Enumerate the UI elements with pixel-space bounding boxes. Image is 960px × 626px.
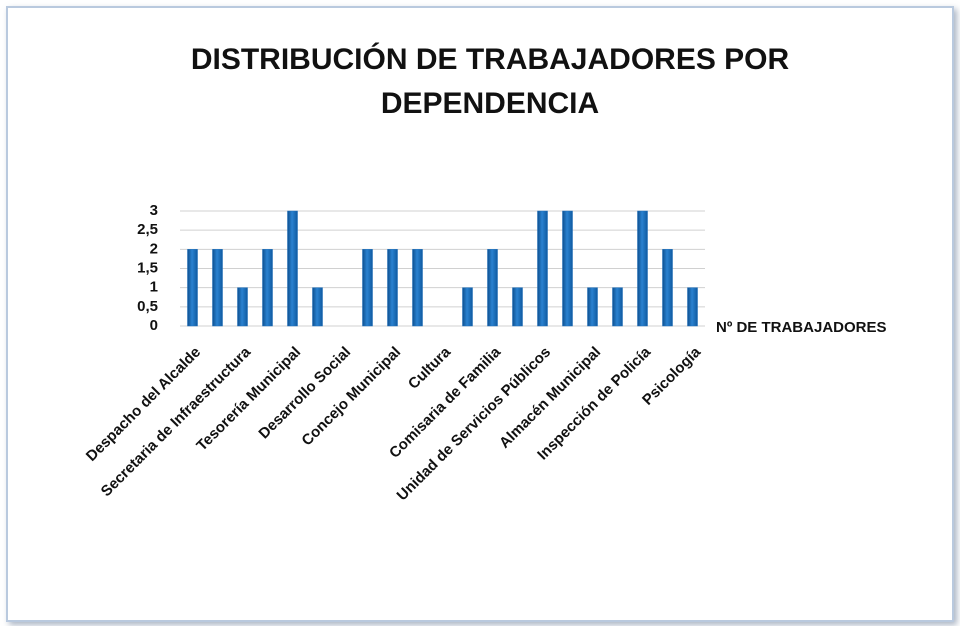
legend-label: Nº DE TRABAJADORES bbox=[716, 319, 887, 336]
x-tick-label: Concejo Municipal bbox=[298, 344, 404, 450]
bar bbox=[487, 249, 498, 327]
bar bbox=[387, 249, 398, 327]
y-tick-label: 1,5 bbox=[137, 259, 158, 276]
chart-frame bbox=[6, 6, 954, 622]
y-tick-label: 2,5 bbox=[137, 221, 158, 238]
chart-title: DISTRIBUCIÓN DE TRABAJADORES POR DEPENDE… bbox=[190, 43, 790, 120]
bar bbox=[412, 249, 423, 327]
bar bbox=[362, 249, 373, 327]
bar bbox=[662, 249, 673, 327]
y-tick-label: 2 bbox=[150, 240, 158, 257]
y-tick-label: 3 bbox=[150, 202, 158, 219]
bar bbox=[537, 210, 548, 327]
bar bbox=[262, 249, 273, 327]
y-tick-label: 0 bbox=[150, 317, 158, 334]
x-tick-label: Cultura bbox=[405, 343, 455, 393]
x-tick-label: Desarrollo Social bbox=[255, 344, 354, 443]
bar bbox=[687, 287, 698, 327]
bar bbox=[637, 210, 648, 327]
bar bbox=[237, 287, 248, 327]
bar bbox=[187, 249, 198, 327]
bar bbox=[587, 287, 598, 327]
bar bbox=[212, 249, 223, 327]
bar bbox=[512, 287, 523, 327]
bar bbox=[562, 210, 573, 327]
bar bbox=[462, 287, 473, 327]
bar bbox=[612, 287, 623, 327]
y-tick-label: 1 bbox=[150, 279, 158, 296]
bar bbox=[312, 287, 323, 327]
y-tick-label: 0,5 bbox=[137, 298, 158, 315]
bar bbox=[287, 210, 298, 327]
